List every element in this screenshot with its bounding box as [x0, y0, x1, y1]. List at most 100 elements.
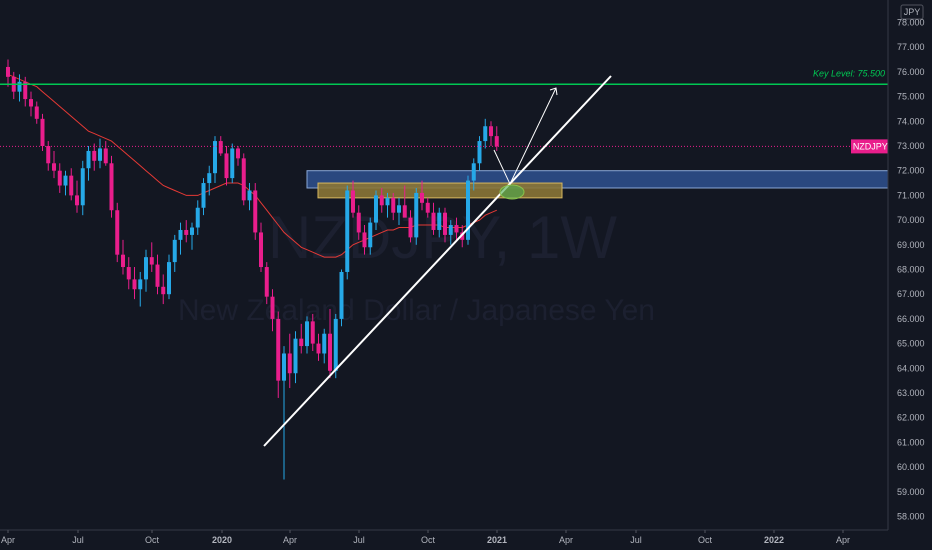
candle[interactable]: [247, 183, 252, 211]
candle[interactable]: [34, 101, 39, 124]
touch-point-ellipse[interactable]: [499, 184, 525, 200]
candle[interactable]: [178, 222, 183, 255]
candle[interactable]: [494, 126, 499, 151]
candle-body: [103, 148, 108, 164]
candle[interactable]: [454, 217, 459, 240]
candle[interactable]: [57, 163, 62, 193]
candle[interactable]: [109, 155, 114, 218]
price-tick-label: 60.000: [897, 462, 925, 472]
candle-body: [167, 262, 171, 295]
candle[interactable]: [282, 346, 286, 480]
candle[interactable]: [253, 183, 258, 240]
candle[interactable]: [207, 165, 212, 196]
candle[interactable]: [190, 222, 194, 250]
candle-body: [40, 118, 45, 146]
candle[interactable]: [402, 185, 407, 218]
candle[interactable]: [437, 207, 442, 238]
candle[interactable]: [218, 136, 223, 156]
candle[interactable]: [448, 220, 453, 245]
candle[interactable]: [138, 271, 143, 307]
candle[interactable]: [75, 180, 79, 213]
candle[interactable]: [155, 254, 160, 295]
candle[interactable]: [379, 187, 384, 213]
candle[interactable]: [391, 192, 396, 221]
candle[interactable]: [431, 202, 436, 235]
candle[interactable]: [184, 220, 189, 243]
candle[interactable]: [276, 311, 281, 398]
candle[interactable]: [121, 239, 125, 275]
candle[interactable]: [322, 328, 327, 364]
candle[interactable]: [259, 222, 263, 272]
candle[interactable]: [80, 160, 85, 216]
candle[interactable]: [224, 146, 229, 186]
candle[interactable]: [167, 254, 171, 300]
candle[interactable]: [270, 289, 275, 332]
candle[interactable]: [299, 323, 304, 354]
candle[interactable]: [408, 210, 413, 243]
candle[interactable]: [236, 146, 240, 166]
candle[interactable]: [86, 146, 91, 181]
candle[interactable]: [333, 313, 338, 379]
candle[interactable]: [414, 187, 419, 245]
time-tick-label: Apr: [1, 535, 15, 545]
candle[interactable]: [103, 141, 108, 166]
candle[interactable]: [374, 190, 378, 230]
candle[interactable]: [385, 192, 390, 218]
candle-body: [494, 136, 499, 147]
candle[interactable]: [328, 309, 332, 379]
candle[interactable]: [172, 234, 177, 272]
candle[interactable]: [351, 180, 355, 218]
candle[interactable]: [483, 118, 488, 149]
candle[interactable]: [397, 197, 401, 226]
candle[interactable]: [144, 249, 148, 292]
candle[interactable]: [443, 207, 447, 243]
candle[interactable]: [316, 333, 321, 361]
candle[interactable]: [17, 74, 22, 102]
candle[interactable]: [362, 225, 367, 255]
candle[interactable]: [69, 168, 74, 201]
projection-arrow-path[interactable]: [493, 87, 557, 186]
candle[interactable]: [264, 262, 269, 305]
candle[interactable]: [126, 257, 131, 290]
candle[interactable]: [63, 170, 68, 196]
candle[interactable]: [425, 197, 430, 218]
candle[interactable]: [460, 225, 465, 248]
candle[interactable]: [161, 274, 166, 305]
candle[interactable]: [115, 202, 120, 263]
candle[interactable]: [356, 205, 361, 240]
candle[interactable]: [201, 178, 206, 216]
candle[interactable]: [149, 242, 154, 272]
candle[interactable]: [23, 76, 28, 107]
candle-body: [420, 192, 424, 203]
candle[interactable]: [305, 316, 309, 354]
candle[interactable]: [368, 217, 373, 255]
candle[interactable]: [98, 138, 102, 169]
candle[interactable]: [230, 143, 235, 184]
ascending-trendline[interactable]: [263, 75, 612, 447]
candle[interactable]: [310, 313, 315, 352]
candle[interactable]: [195, 200, 200, 235]
candle[interactable]: [477, 136, 482, 171]
candle[interactable]: [92, 143, 97, 171]
candle[interactable]: [29, 91, 33, 117]
candle[interactable]: [241, 153, 246, 206]
price-tick-label: 74.000: [897, 116, 925, 126]
candle[interactable]: [6, 59, 10, 87]
candle[interactable]: [345, 185, 350, 280]
candle[interactable]: [489, 121, 493, 146]
candle[interactable]: [466, 175, 470, 245]
candle[interactable]: [420, 180, 424, 211]
currency-badge[interactable]: [900, 4, 924, 20]
candle[interactable]: [287, 333, 292, 389]
time-scale[interactable]: Apr Jul Oct 2020 Apr Jul Oct 2021 Apr Jul Oct 2022 A…: [0, 529, 888, 545]
candle[interactable]: [132, 267, 137, 300]
candle[interactable]: [213, 136, 217, 184]
candle[interactable]: [339, 269, 344, 327]
candle[interactable]: [40, 113, 45, 151]
candle[interactable]: [471, 158, 476, 191]
candle[interactable]: [293, 331, 298, 384]
candle[interactable]: [52, 150, 56, 179]
